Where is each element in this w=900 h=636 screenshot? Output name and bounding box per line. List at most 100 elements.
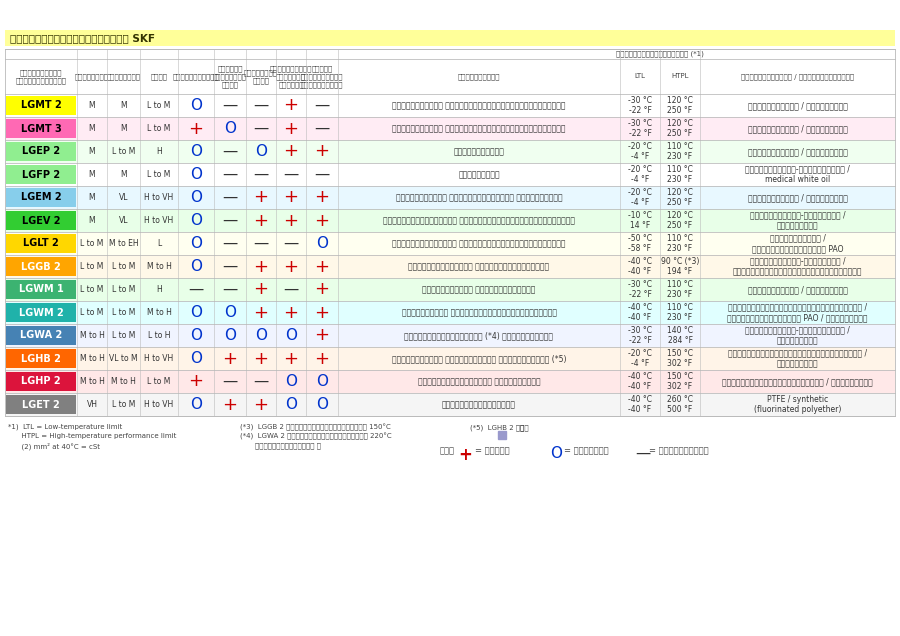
Text: M to H: M to H (79, 377, 104, 386)
Text: —: — (222, 98, 238, 113)
Text: -20 °C
-4 °F: -20 °C -4 °F (628, 349, 652, 368)
Text: L to H: L to H (148, 331, 170, 340)
Text: LGEM 2: LGEM 2 (21, 193, 61, 202)
Bar (6, 96, 76, 115)
Text: L to M: L to M (80, 308, 104, 317)
Text: ด: ด (520, 424, 524, 431)
Text: O: O (224, 328, 236, 343)
Text: O: O (224, 121, 236, 136)
Text: +: + (222, 350, 238, 368)
Text: O: O (190, 305, 202, 320)
Text: 150 °C
302 °F: 150 °C 302 °F (667, 372, 693, 391)
Text: L to M: L to M (112, 147, 135, 156)
Text: = แนะนำ: = แนะนำ (475, 446, 509, 455)
Text: O: O (224, 305, 236, 320)
Text: M: M (121, 124, 127, 133)
Text: รับแรงกดสูง ความหนืดสูง อุณหภูมิสูง (*5): รับแรงกดสูง ความหนืดสูง อุณหภูมิสูง (*5) (392, 354, 566, 363)
Text: -40 °C
-40 °F: -40 °C -40 °F (628, 303, 652, 322)
Text: LGHP 2: LGHP 2 (22, 377, 61, 387)
Text: O: O (285, 328, 297, 343)
Text: VL: VL (119, 193, 128, 202)
Text: LGLT 2: LGLT 2 (23, 238, 59, 249)
Text: จาระบีโพลียูเรีย สมรรถนะสูง: จาระบีโพลียูเรีย สมรรถนะสูง (418, 377, 540, 386)
Text: +: + (254, 188, 268, 207)
Text: ไอโซฟิเลียม /
น้ำมันสังเคราะห์ PAO: ไอโซฟิเลียม / น้ำมันสังเคราะห์ PAO (752, 234, 843, 253)
Text: LGEV 2: LGEV 2 (22, 216, 60, 226)
Text: 110 °C
230 °F: 110 °C 230 °F (667, 280, 693, 299)
Bar (5, 117, 895, 140)
Bar (6, 349, 76, 368)
Bar (5, 140, 895, 163)
Text: O: O (316, 236, 328, 251)
Bar (6, 280, 76, 299)
Text: ตารางเลือกจาระบีของ SKF: ตารางเลือกจาระบีของ SKF (10, 33, 155, 43)
Text: M: M (89, 147, 95, 156)
Bar (5, 371, 895, 416)
Bar (6, 395, 76, 414)
Text: M to H: M to H (147, 308, 171, 317)
Text: +: + (254, 258, 268, 275)
Bar (6, 234, 76, 253)
Bar (6, 142, 76, 161)
Text: -20 °C
-4 °F: -20 °C -4 °F (628, 142, 652, 161)
Text: O: O (190, 213, 202, 228)
Text: M: M (89, 216, 95, 225)
Text: 110 °C
230 °F: 110 °C 230 °F (667, 234, 693, 253)
Text: ใช้: ใช้ (440, 446, 455, 455)
Text: H to VH: H to VH (144, 193, 174, 202)
Text: —: — (222, 236, 238, 251)
Text: L to M: L to M (80, 262, 104, 271)
Text: H to VH: H to VH (144, 216, 174, 225)
Text: 110 °C
230 °F: 110 °C 230 °F (667, 142, 693, 161)
Text: +: + (284, 142, 299, 160)
Text: สภาวะทำงาน
ของดอกลูกปืน: สภาวะทำงาน ของดอกลูกปืน (15, 69, 67, 84)
Text: M: M (89, 124, 95, 133)
Text: M to H: M to H (147, 262, 171, 271)
Text: ช่วงอุณหภูมิทำงาน (*1): ช่วงอุณหภูมิทำงาน (*1) (616, 51, 704, 57)
Bar (5, 30, 895, 46)
Bar (5, 324, 895, 347)
Bar (5, 94, 895, 117)
Text: —: — (314, 98, 329, 113)
Text: —: — (254, 236, 268, 251)
Text: H: H (156, 285, 162, 294)
Text: 120 °C
250 °F: 120 °C 250 °F (667, 211, 693, 230)
Text: ไอโซฟิเลียม / น้ำมันแร่: ไอโซฟิเลียม / น้ำมันแร่ (748, 193, 848, 202)
Text: —: — (635, 445, 650, 460)
Text: L to M: L to M (112, 331, 135, 340)
Text: 110 °C
230 °F: 110 °C 230 °F (667, 303, 693, 322)
Text: HTPL: HTPL (671, 74, 688, 80)
Text: -30 °C
-22 °F: -30 °C -22 °F (628, 119, 652, 138)
Bar (5, 186, 895, 209)
Text: ไอโซฟิเลียม / น้ำมันแร่: ไอโซฟิเลียม / น้ำมันแร่ (748, 147, 848, 156)
Text: —: — (188, 282, 203, 297)
Text: รับแรงกดสูง: รับแรงกดสูง (454, 147, 504, 156)
Text: 140 °C
284 °F: 140 °C 284 °F (667, 326, 693, 345)
Text: +: + (284, 303, 299, 322)
Text: L: L (157, 239, 161, 248)
Text: +: + (284, 350, 299, 368)
Text: = เหมาะสม: = เหมาะสม (564, 446, 608, 455)
Bar (5, 278, 895, 301)
Text: —: — (314, 121, 329, 136)
Text: ความหนืดสูงพิเศษ พร้อมสารโมลิสินและกราไฟต์: ความหนืดสูงพิเศษ พร้อมสารโมลิสินและกราไฟ… (383, 216, 575, 225)
Text: LGWM 1: LGWM 1 (19, 284, 63, 294)
Bar (5, 232, 895, 255)
Text: LGFP 2: LGFP 2 (22, 170, 60, 179)
Text: +: + (188, 373, 203, 391)
Text: O: O (316, 397, 328, 412)
Text: +: + (284, 120, 299, 137)
Text: +: + (314, 303, 329, 322)
Bar (5, 301, 895, 324)
Text: 120 °C
250 °F: 120 °C 250 °F (667, 119, 693, 138)
Text: -40 °C
-40 °F: -40 °C -40 °F (628, 372, 652, 391)
Text: = ไม่เหมาะสม: = ไม่เหมาะสม (649, 446, 708, 455)
Text: L to M: L to M (112, 262, 135, 271)
Text: O: O (190, 236, 202, 251)
Text: ไอโซฟิเลียม-แคลเซียม /
น้ำมันสังเคราะห์โอลีอีสเตอร์: ไอโซฟิเลียม-แคลเซียม / น้ำมันสังเคราะห์โ… (733, 257, 862, 276)
Text: ไอโซฟิเลียม-คอมเพล็กซ์ /
น้ำมันแร่: ไอโซฟิเลียม-คอมเพล็กซ์ / น้ำมันแร่ (745, 326, 850, 345)
Text: —: — (222, 374, 238, 389)
Text: —: — (222, 190, 238, 205)
Text: HTPL = High-temperature performance limit: HTPL = High-temperature performance limi… (8, 433, 176, 439)
Text: LGWA 2: LGWA 2 (20, 331, 62, 340)
